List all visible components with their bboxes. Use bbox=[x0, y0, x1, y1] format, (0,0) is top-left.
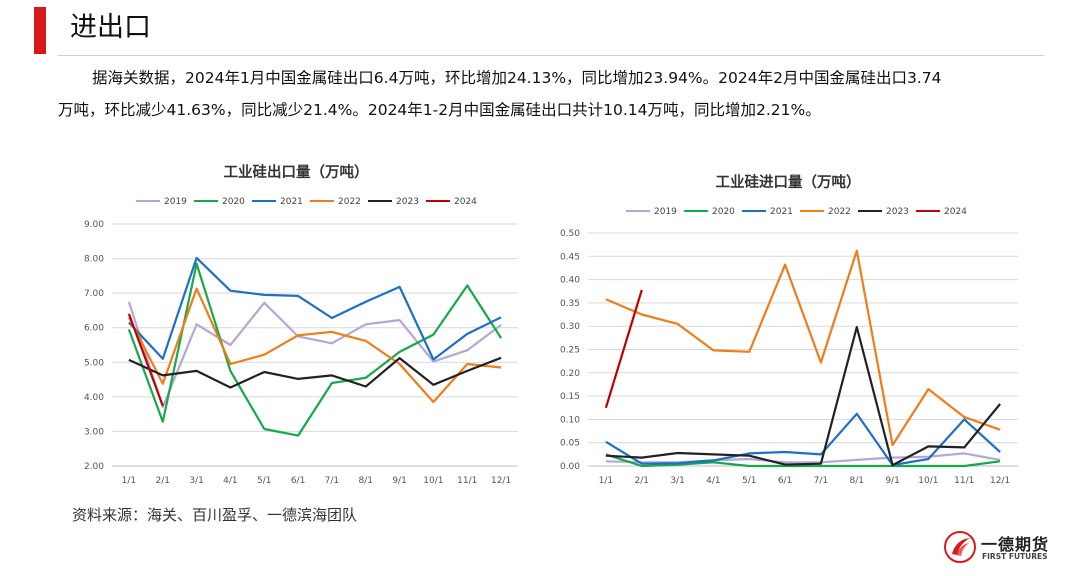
chart-1-title: 工业硅出口量（万吨） bbox=[224, 163, 369, 181]
chart-1-x-tick: 5/1 bbox=[257, 476, 271, 486]
chart-1-y-tick: 4.00 bbox=[84, 393, 104, 403]
chart-1-series-line-2020 bbox=[127, 262, 503, 437]
chart-2-y-tick: 0.30 bbox=[560, 322, 580, 332]
chart-1-series-line-2024 bbox=[127, 313, 164, 407]
chart-2-series-line-2021 bbox=[605, 412, 1001, 467]
chart-2-x-tick: 1/1 bbox=[599, 476, 613, 486]
company-logo: 一德期货 FIRST FUTURES bbox=[943, 528, 1055, 572]
chart-1-legend-label-2019: 2019 bbox=[164, 197, 187, 207]
chart-2-y-tick: 0.40 bbox=[560, 276, 580, 286]
chart-2-y-tick: 0.50 bbox=[560, 229, 580, 239]
chart-2-x-tick: 12/1 bbox=[990, 476, 1010, 486]
chart-2-legend-label-2023: 2023 bbox=[886, 207, 909, 217]
chart-2-title: 工业硅进口量（万吨） bbox=[716, 173, 861, 191]
page-title: 进出口 bbox=[70, 12, 151, 43]
chart-1-y-tick: 2.00 bbox=[84, 462, 104, 472]
chart-2-series-line-2020 bbox=[605, 453, 1001, 468]
chart-2-y-tick: 0.25 bbox=[560, 346, 580, 356]
summary-line-1: 据海关数据，2024年1月中国金属硅出口6.4万吨，环比增加24.13%，同比增… bbox=[92, 69, 942, 87]
chart-1-x-tick: 9/1 bbox=[392, 476, 406, 486]
chart-2-x-tick: 5/1 bbox=[742, 476, 756, 486]
chart-2-x-tick: 7/1 bbox=[814, 476, 828, 486]
logo-subtitle: FIRST FUTURES bbox=[982, 552, 1048, 561]
chart-1-x-tick: 11/1 bbox=[457, 476, 477, 486]
chart-2-legend-label-2020: 2020 bbox=[712, 207, 735, 217]
chart-2-x-tick: 6/1 bbox=[778, 476, 792, 486]
chart-2-y-tick: 0.15 bbox=[560, 392, 580, 402]
chart-1-x-tick: 10/1 bbox=[423, 476, 443, 486]
chart-2-legend-label-2024: 2024 bbox=[944, 207, 967, 217]
chart-1-y-tick: 6.00 bbox=[84, 324, 104, 334]
chart-1-legend-label-2024: 2024 bbox=[454, 197, 477, 207]
chart-2-y-tick: 0.00 bbox=[560, 462, 580, 472]
chart-1-series-line-2019 bbox=[127, 301, 502, 409]
import-volume-chart: 工业硅进口量（万吨） 2019 2020 2021 2022 2023 2024 0.00 0.… bbox=[560, 173, 1018, 486]
chart-2-series-line-2024 bbox=[604, 289, 643, 409]
chart-2-x-tick: 9/1 bbox=[885, 476, 899, 486]
chart-2-series-line-2022 bbox=[605, 249, 1001, 447]
chart-1-series-line-2023 bbox=[128, 356, 502, 389]
chart-2-y-tick: 0.05 bbox=[560, 439, 580, 449]
chart-2-x-tick: 10/1 bbox=[918, 476, 938, 486]
chart-1-x-tick: 1/1 bbox=[122, 476, 136, 486]
chart-1-y-tick: 3.00 bbox=[84, 427, 104, 437]
summary-paragraph: 据海关数据，2024年1月中国金属硅出口6.4万吨，环比增加24.13%，同比增… bbox=[58, 62, 1056, 126]
chart-1-x-tick: 4/1 bbox=[223, 476, 237, 486]
chart-1-y-tick: 8.00 bbox=[84, 255, 104, 265]
chart-2-series-line-2023 bbox=[605, 326, 1001, 467]
export-volume-chart: 工业硅出口量（万吨） 2019 2020 2021 2022 2023 2024 2.00 3.… bbox=[84, 163, 518, 486]
chart-2-legend-label-2021: 2021 bbox=[770, 207, 793, 217]
chart-2-legend-label-2022: 2022 bbox=[828, 207, 851, 217]
logo-name: 一德期货 bbox=[981, 535, 1050, 554]
title-accent-bar bbox=[34, 7, 46, 54]
chart-1-x-tick: 8/1 bbox=[359, 476, 373, 486]
chart-2-x-tick: 4/1 bbox=[706, 476, 720, 486]
chart-1-legend-label-2021: 2021 bbox=[280, 197, 303, 207]
chart-2-x-tick: 11/1 bbox=[954, 476, 974, 486]
chart-1-series-line-2021 bbox=[128, 256, 502, 361]
chart-1-x-tick: 7/1 bbox=[325, 476, 339, 486]
chart-1-y-tick: 7.00 bbox=[84, 289, 104, 299]
chart-2-legend-label-2019: 2019 bbox=[654, 207, 677, 217]
chart-1-y-tick: 5.00 bbox=[84, 358, 104, 368]
chart-1-x-tick: 3/1 bbox=[189, 476, 203, 486]
chart-2-y-tick: 0.10 bbox=[560, 415, 580, 425]
first-futures-logo-icon bbox=[944, 531, 976, 563]
chart-1-x-tick: 12/1 bbox=[491, 476, 511, 486]
chart-1-series-line-2022 bbox=[127, 287, 502, 404]
chart-2-y-tick: 0.20 bbox=[560, 369, 580, 379]
chart-1-x-tick: 2/1 bbox=[156, 476, 170, 486]
chart-1-y-tick: 9.00 bbox=[84, 220, 104, 230]
chart-1-legend-label-2020: 2020 bbox=[222, 197, 245, 207]
chart-1-legend-label-2023: 2023 bbox=[396, 197, 419, 207]
title-divider bbox=[58, 55, 1044, 56]
summary-line-2: 万吨，环比减少41.63%，同比减少21.4%。2024年1-2月中国金属硅出口… bbox=[58, 101, 821, 119]
chart-1-x-tick: 6/1 bbox=[291, 476, 305, 486]
chart-2-x-tick: 2/1 bbox=[635, 476, 649, 486]
source-note: 资料来源：海关、百川盈孚、一德滨海团队 bbox=[72, 506, 358, 524]
chart-2-y-tick: 0.35 bbox=[560, 299, 580, 309]
chart-2-y-tick: 0.45 bbox=[560, 252, 580, 262]
chart-2-x-tick: 8/1 bbox=[850, 476, 864, 486]
chart-1-legend-label-2022: 2022 bbox=[338, 197, 361, 207]
chart-2-x-tick: 3/1 bbox=[670, 476, 684, 486]
